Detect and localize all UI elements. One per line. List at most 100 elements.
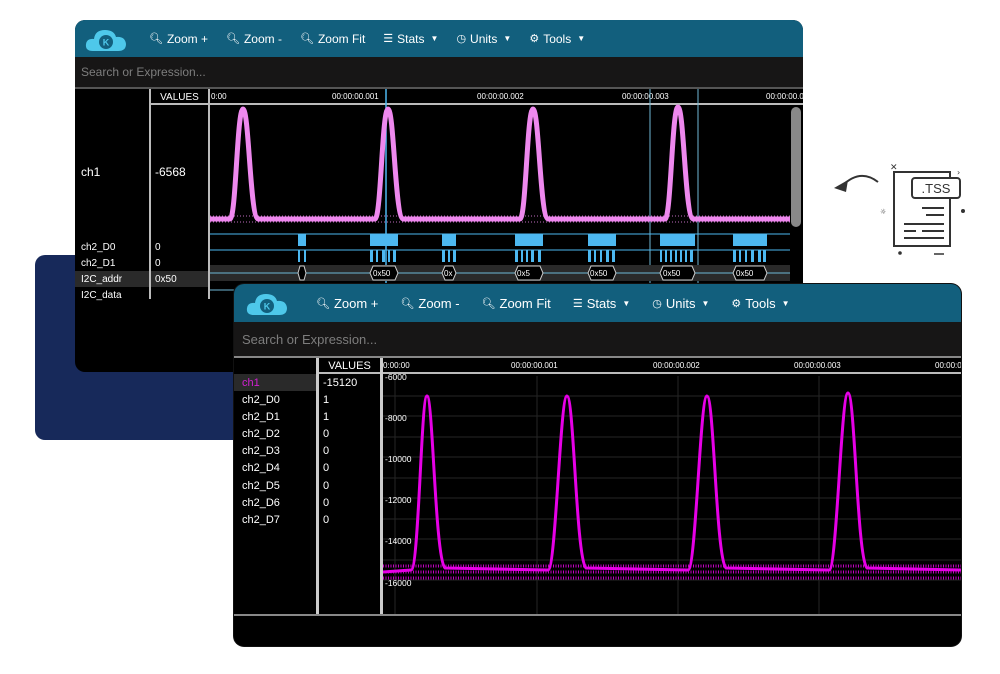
signal-value: 0x50 xyxy=(151,271,208,287)
signal-name-ch2-d2[interactable]: ch2_D2 xyxy=(234,425,316,442)
signal-label: ch2_D1 xyxy=(81,257,116,269)
signal-name-ch2-d1[interactable]: ch2_D1 xyxy=(75,255,149,271)
signal-name-ch2-d5[interactable]: ch2_D5 xyxy=(234,477,316,494)
zoom-in-label: Zoom + xyxy=(333,295,379,311)
signal-value: 0 xyxy=(319,511,380,528)
signal-name-ch2-d1[interactable]: ch2_D1 xyxy=(234,408,316,425)
svg-text:-10000: -10000 xyxy=(385,454,412,464)
waveform-canvas[interactable]: 0:00:00 00:00:00.001 00:00:00.002 00:00:… xyxy=(380,358,961,614)
caret-down-icon: ▼ xyxy=(577,34,586,43)
svg-text:›: › xyxy=(957,168,960,177)
value-text: 0 xyxy=(323,445,330,458)
stats-label: Stats xyxy=(586,295,617,311)
signal-value: 0 xyxy=(319,477,380,494)
signal-label: ch1 xyxy=(81,165,101,179)
values-column: VALUES -15120 1 1 0 0 0 0 0 0 xyxy=(316,358,380,614)
svg-text:K: K xyxy=(103,37,110,47)
waveform-canvas[interactable]: 0:00 00:00:00.001 00:00:00.002 00:00:00.… xyxy=(208,89,803,299)
svg-text:-6000: -6000 xyxy=(385,372,407,382)
names-header xyxy=(234,358,316,374)
time-tick: 0:00:00 xyxy=(383,361,410,370)
signal-area: ch1 ch2_D0 ch2_D1 ch2_D2 ch2_D3 ch2_D4 c… xyxy=(234,358,961,646)
signal-label: ch2_D3 xyxy=(242,445,280,458)
zoom-out-icon: 🔍︎ xyxy=(225,33,240,45)
signal-name-ch2-d0[interactable]: ch2_D0 xyxy=(234,391,316,408)
svg-text:0x50: 0x50 xyxy=(663,269,681,278)
search-input[interactable] xyxy=(242,331,961,347)
stats-dropdown[interactable]: ☰ Stats ▼ xyxy=(573,296,630,311)
signal-value: 0 xyxy=(319,425,380,442)
zoom-fit-label: Zoom Fit xyxy=(499,295,551,311)
signal-name-ch2-d6[interactable]: ch2_D6 xyxy=(234,494,316,511)
stats-label: Stats xyxy=(397,31,425,46)
units-dropdown[interactable]: ◷ Units ▼ xyxy=(456,32,511,46)
signal-name-ch1[interactable]: ch1 xyxy=(234,374,316,391)
caret-down-icon: ▼ xyxy=(701,298,710,308)
svg-text:☼: ☼ xyxy=(880,208,886,216)
search-bar xyxy=(234,322,961,358)
signal-name-ch2-d3[interactable]: ch2_D3 xyxy=(234,443,316,460)
stats-list-icon: ☰ xyxy=(572,297,583,310)
caret-down-icon: ▼ xyxy=(430,34,439,43)
signal-names-column: ch1 ch2_D0 ch2_D1 ch2_D2 ch2_D3 ch2_D4 c… xyxy=(234,358,316,614)
signal-label: ch2_D1 xyxy=(242,410,280,423)
zoom-in-icon: 🔍︎ xyxy=(316,297,330,310)
zoom-out-label: Zoom - xyxy=(418,295,460,311)
time-tick: 00:00:00.003 xyxy=(622,92,669,101)
zoom-out-label: Zoom - xyxy=(243,31,282,46)
signal-label: ch2_D7 xyxy=(242,513,280,526)
time-tick: 00:00:00.003 xyxy=(794,361,841,370)
value-text: -15120 xyxy=(323,376,358,389)
clock-icon: ◷ xyxy=(456,33,467,45)
signal-label: ch2_D4 xyxy=(242,462,280,475)
units-label: Units xyxy=(470,31,498,46)
signal-value: 0 xyxy=(151,239,208,255)
toolbar: K 🔍︎ Zoom + 🔍︎ Zoom - 🔍︎ Zoom Fit ☰ Stats ▼ ◷… xyxy=(75,20,803,57)
zoom-out-button[interactable]: 🔍︎ Zoom - xyxy=(226,32,282,46)
zoom-in-button[interactable]: 🔍︎ Zoom + xyxy=(316,296,378,311)
svg-text:✕: ✕ xyxy=(890,163,898,173)
units-dropdown[interactable]: ◷ Units ▼ xyxy=(652,296,709,311)
signal-value: -15120 xyxy=(319,374,380,391)
values-header: VALUES xyxy=(151,89,208,105)
svg-text:0x50: 0x50 xyxy=(373,269,391,278)
zoom-fit-button[interactable]: 🔍︎ Zoom Fit xyxy=(300,32,365,46)
svg-text:0x5: 0x5 xyxy=(517,269,530,278)
zoom-in-icon: 🔍︎ xyxy=(149,33,163,45)
zoom-fit-button[interactable]: 🔍︎ Zoom Fit xyxy=(482,296,551,311)
value-text: 0 xyxy=(323,496,330,509)
search-input[interactable] xyxy=(81,65,803,79)
signal-name-ch1[interactable]: ch1 xyxy=(75,105,149,239)
zoom-in-button[interactable]: 🔍︎ Zoom + xyxy=(149,32,208,46)
search-icon: 🔍︎ xyxy=(299,33,314,45)
signal-name-i2c-data[interactable]: I2C_data xyxy=(75,287,149,303)
vertical-scrollbar[interactable] xyxy=(791,107,801,227)
signal-value: 0 xyxy=(151,255,208,271)
tss-badge-label: .TSS xyxy=(922,181,951,196)
signal-name-ch2-d0[interactable]: ch2_D0 xyxy=(75,239,149,255)
svg-text:-8000: -8000 xyxy=(385,413,407,423)
search-bar xyxy=(75,57,803,89)
tools-dropdown[interactable]: ⚙ Tools ▼ xyxy=(731,296,789,311)
signal-name-i2c-addr[interactable]: I2C_addr xyxy=(75,271,149,287)
signal-value: -6568 xyxy=(151,105,208,239)
signal-value: 1 xyxy=(319,408,380,425)
zoom-out-button[interactable]: 🔍︎ Zoom - xyxy=(400,296,459,311)
time-axis: 0:00:00 00:00:00.001 00:00:00.002 00:00:… xyxy=(383,358,961,374)
signal-name-ch2-d7[interactable]: ch2_D7 xyxy=(234,511,316,528)
svg-text:-16000: -16000 xyxy=(385,578,412,588)
signal-label: ch2_D2 xyxy=(242,427,280,440)
tss-file-icon: .TSS ✕ › ☼ xyxy=(830,160,970,260)
waveform-viewer-front: K 🔍︎ Zoom + 🔍︎ Zoom - 🔍︎ Zoom Fit ☰ Stats ▼ ◷… xyxy=(234,284,961,646)
time-axis: 0:00 00:00:00.001 00:00:00.002 00:00:00.… xyxy=(210,89,803,105)
values-header: VALUES xyxy=(319,358,380,374)
signal-area: ch1 ch2_D0 ch2_D1 I2C_addr I2C_data VALU… xyxy=(75,89,803,372)
value-text: 0 xyxy=(323,462,330,475)
zoom-fit-label: Zoom Fit xyxy=(317,31,366,46)
signal-value xyxy=(151,287,208,303)
toolbar: K 🔍︎ Zoom + 🔍︎ Zoom - 🔍︎ Zoom Fit ☰ Stats ▼ ◷… xyxy=(234,284,961,322)
tools-dropdown[interactable]: ⚙ Tools ▼ xyxy=(529,32,585,46)
signal-label: ch2_D5 xyxy=(242,479,280,492)
signal-name-ch2-d4[interactable]: ch2_D4 xyxy=(234,460,316,477)
stats-dropdown[interactable]: ☰ Stats ▼ xyxy=(383,32,438,46)
